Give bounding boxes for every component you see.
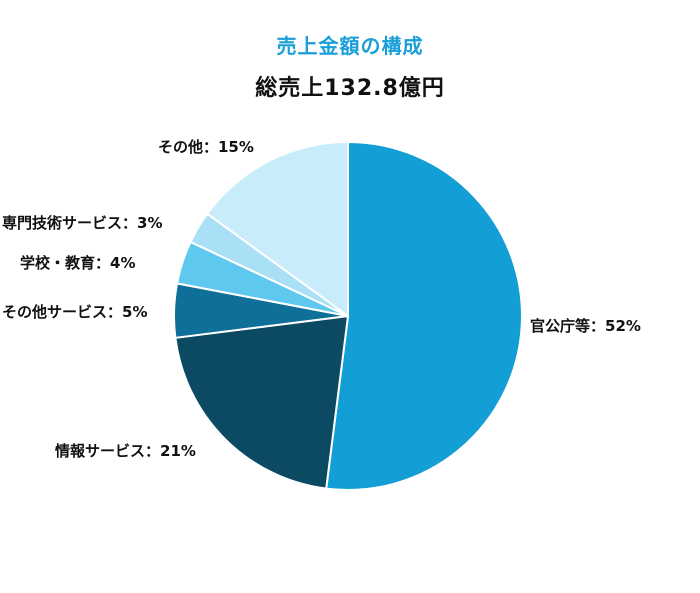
slice-label-5: 専門技術サービス：3% [2, 214, 162, 232]
pie-slice-2 [174, 314, 350, 490]
pie-slice-1 [325, 140, 523, 491]
chart-title: 売上金額の構成 [276, 34, 424, 58]
slice-label-2: 情報サービス：21% [55, 442, 196, 460]
slice-label-3: その他サービス：5% [2, 303, 147, 321]
pie-labels: 官公庁等：52% 情報サービス：21% その他サービス：5% 学校・教育：4% 専門技術… [2, 138, 641, 460]
slice-label-4: 学校・教育：4% [20, 254, 135, 272]
pie-slices [172, 140, 523, 491]
slice-label-1: 官公庁等：52% [530, 317, 641, 335]
chart-subtitle: 総売上132.8億円 [255, 76, 445, 101]
slice-label-6: その他：15% [158, 138, 254, 156]
pie-slice-6 [205, 140, 349, 318]
